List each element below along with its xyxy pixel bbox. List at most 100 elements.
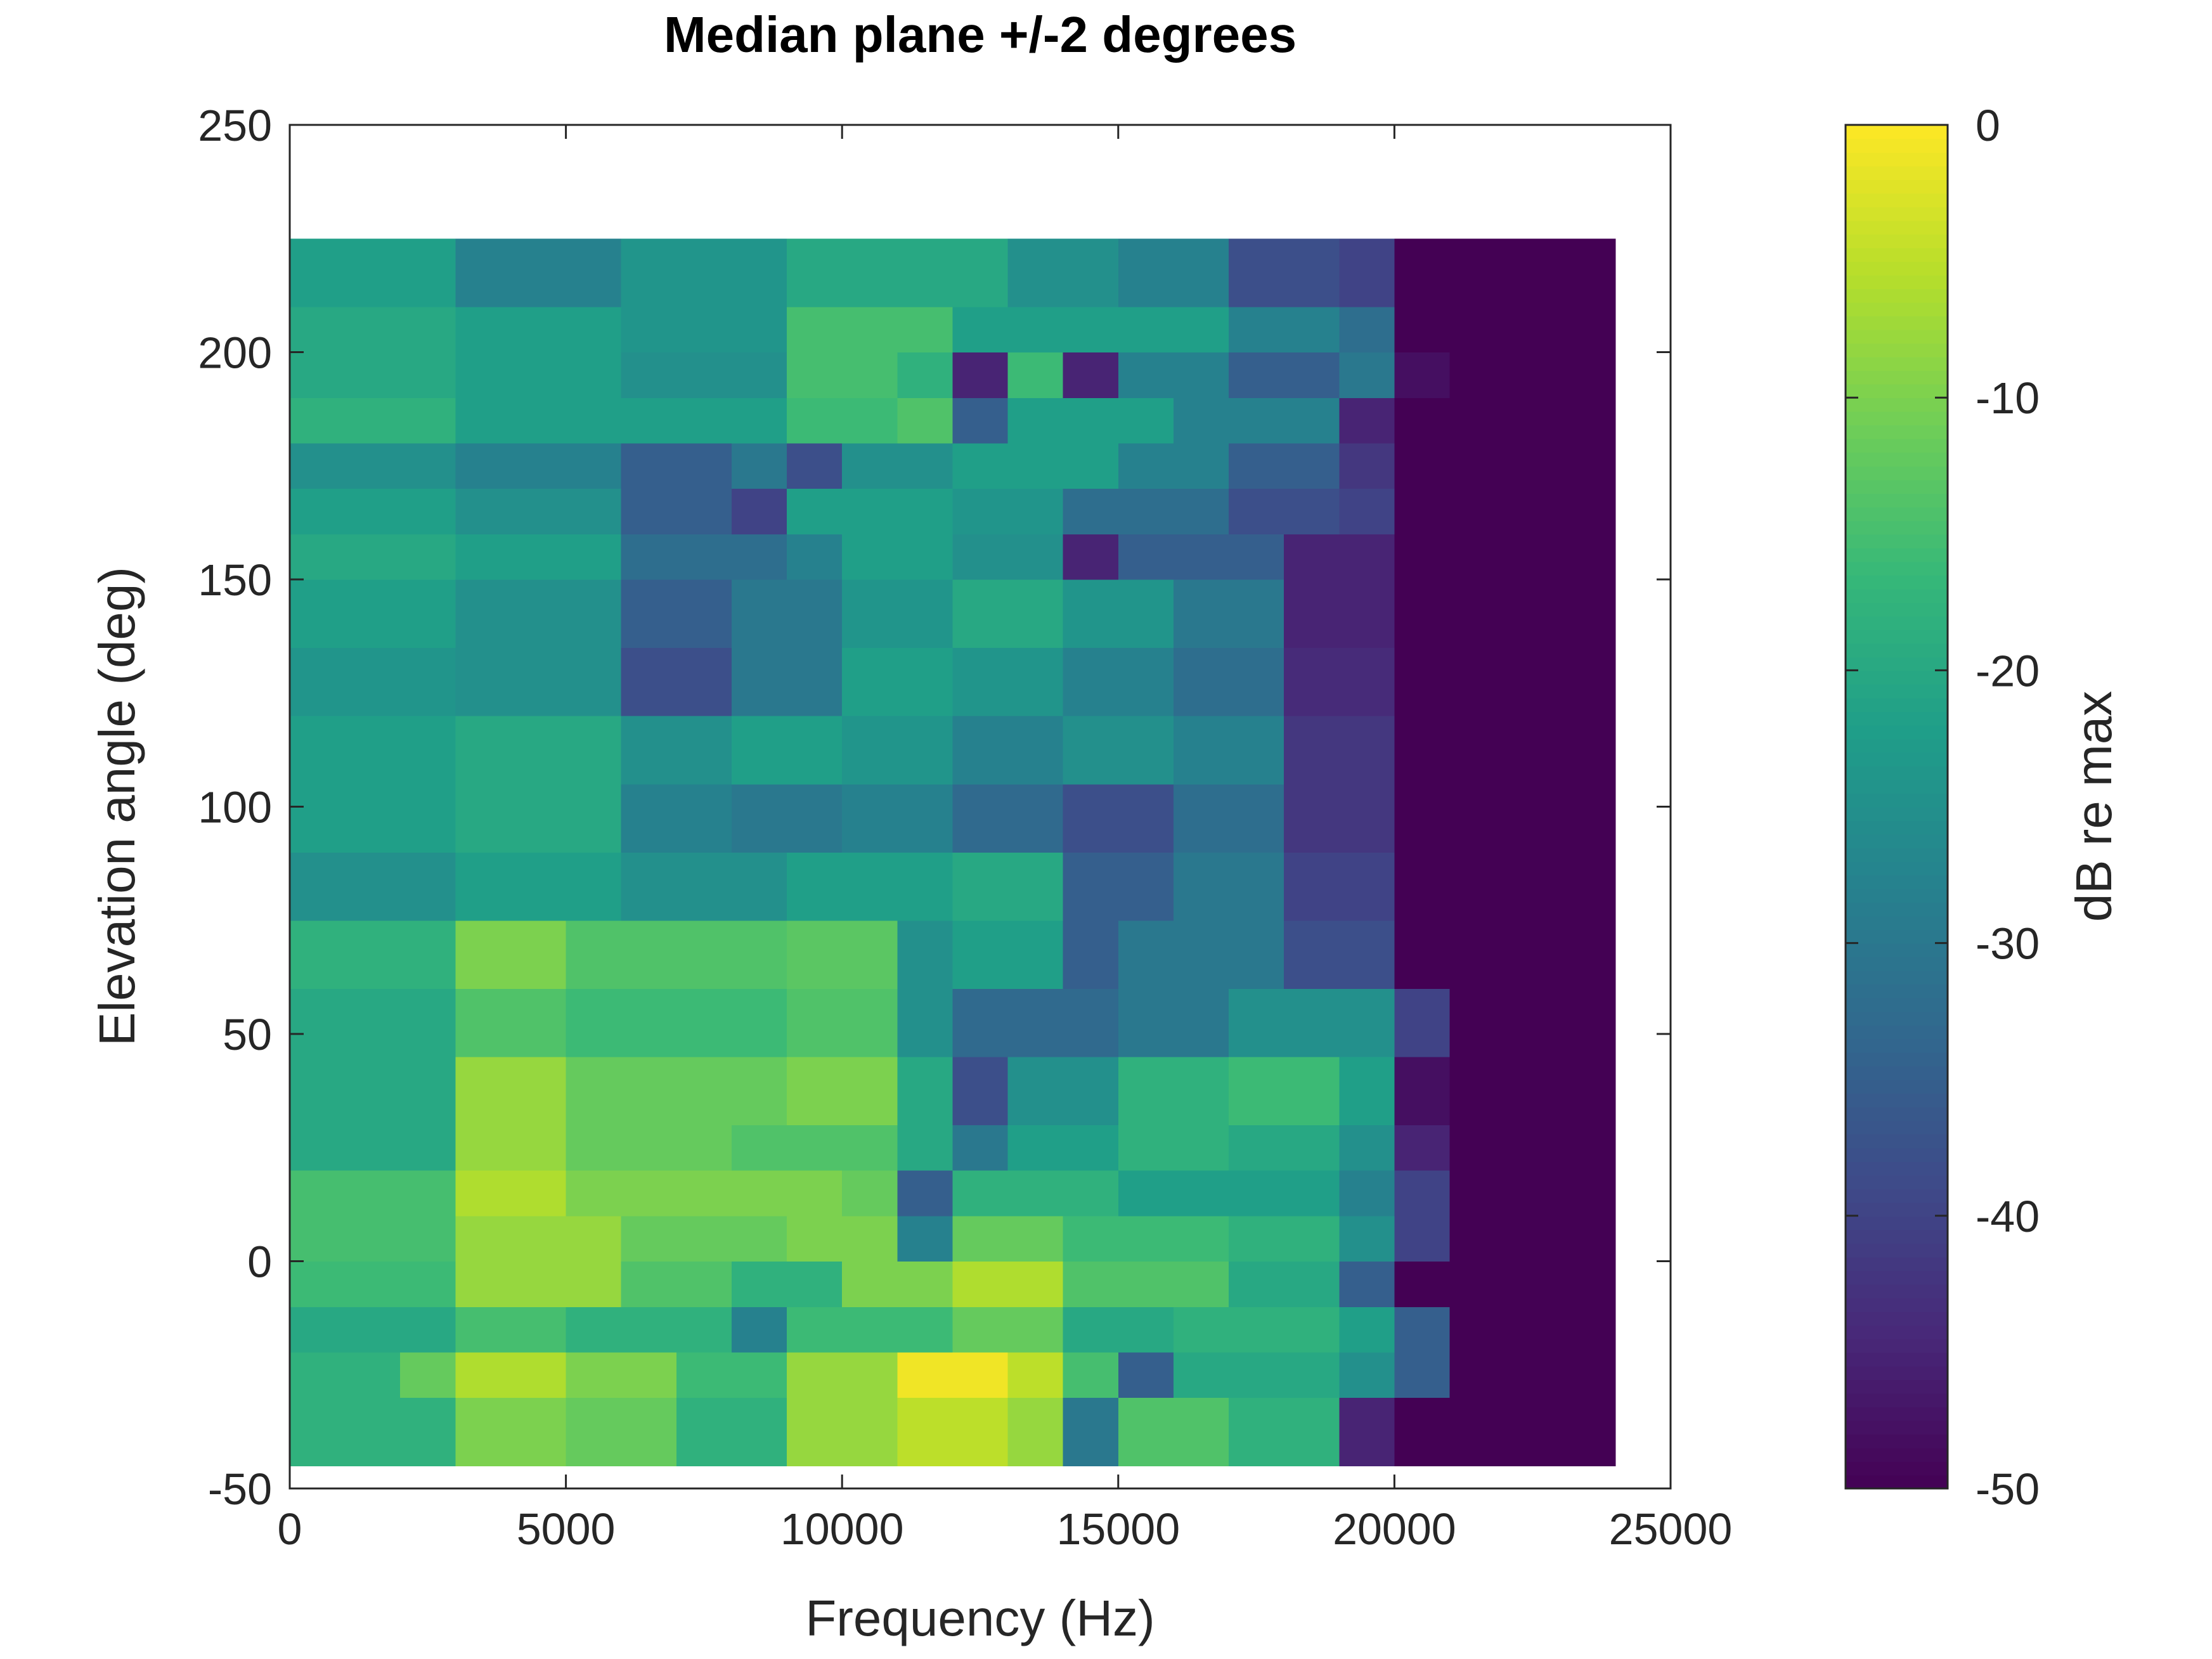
heatmap-cell — [897, 1397, 954, 1466]
heatmap-cell — [1560, 352, 1616, 398]
heatmap-cell — [1229, 352, 1284, 398]
heatmap-cell — [290, 988, 346, 1057]
heatmap-cell — [1339, 988, 1395, 1057]
colorbar-strip — [1846, 875, 1948, 889]
heatmap-cell — [897, 852, 954, 921]
heatmap-cell — [1173, 534, 1229, 580]
heatmap-cell — [510, 442, 567, 489]
heatmap-cell — [731, 1170, 787, 1217]
heatmap-cell — [1449, 488, 1506, 534]
colorbar-strip — [1846, 547, 1948, 562]
heatmap-cell — [1063, 716, 1119, 785]
heatmap-cell — [787, 579, 843, 649]
colorbar-strip — [1846, 343, 1948, 358]
heatmap-cell — [1063, 1352, 1119, 1398]
heatmap-cell — [731, 1056, 787, 1125]
heatmap-cell — [1394, 397, 1451, 444]
heatmap-cell — [1394, 352, 1451, 398]
heatmap-cell — [1284, 534, 1340, 580]
heatmap-cell — [566, 306, 622, 353]
heatmap-cell — [1063, 1397, 1119, 1466]
heatmap-cell — [455, 488, 512, 534]
colorbar-strip — [1846, 902, 1948, 917]
heatmap-cell — [290, 852, 346, 921]
heatmap-cell — [1007, 1170, 1064, 1217]
heatmap-cell — [400, 647, 456, 716]
heatmap-cell — [1173, 488, 1229, 534]
heatmap-cell — [1173, 1307, 1229, 1353]
heatmap-cell — [1007, 352, 1064, 398]
colorbar-strip — [1846, 1393, 1948, 1407]
colorbar-strip — [1846, 806, 1948, 822]
heatmap-cell — [676, 442, 732, 489]
colorbar-strip — [1846, 1147, 1948, 1162]
heatmap-cell — [1173, 852, 1229, 921]
heatmap-cell — [1560, 397, 1616, 444]
heatmap-cell — [455, 1352, 512, 1398]
heatmap-cell — [1118, 488, 1174, 534]
heatmap-cell — [345, 488, 401, 534]
colorbar-strip — [1846, 1243, 1948, 1258]
colorbar-strip — [1846, 915, 1948, 931]
heatmap-cell — [621, 1352, 677, 1398]
colorbar-strip — [1846, 888, 1948, 903]
colorbar-strip — [1846, 602, 1948, 617]
heatmap-cell — [621, 238, 677, 307]
heatmap-cell — [676, 488, 732, 534]
heatmap-cell — [1560, 1397, 1616, 1466]
heatmap-cell — [1118, 784, 1174, 853]
colorbar-strip — [1846, 752, 1948, 766]
heatmap-cell — [566, 352, 622, 398]
heatmap-cell — [1560, 1215, 1616, 1262]
heatmap-cell — [1394, 442, 1451, 489]
heatmap-cell — [510, 1352, 567, 1398]
heatmap-cell — [1118, 852, 1174, 921]
heatmap-cell — [731, 716, 787, 785]
colorbar-tick-label: -30 — [1976, 919, 2040, 969]
heatmap-cell — [1063, 1056, 1119, 1125]
x-tick-label: 0 — [278, 1504, 302, 1554]
x-tick-label: 20000 — [1333, 1504, 1456, 1554]
heatmap-cell — [842, 920, 898, 989]
heatmap-cell — [1007, 647, 1064, 716]
chart-title: Median plane +/-2 degrees — [664, 6, 1297, 63]
heatmap-cell — [1118, 1170, 1174, 1217]
heatmap-cell — [1063, 1215, 1119, 1262]
colorbar-tick-label: 0 — [1976, 101, 2000, 150]
heatmap-cell — [676, 352, 732, 398]
heatmap-cell — [1007, 534, 1064, 580]
heatmap-cell — [621, 579, 677, 649]
heatmap-cell — [1173, 1352, 1229, 1398]
heatmap-cell — [1284, 352, 1340, 398]
heatmap-cell — [1560, 784, 1616, 853]
heatmap-cell — [1007, 488, 1064, 534]
heatmap-cell — [1449, 1215, 1506, 1262]
heatmap-cell — [1173, 1261, 1229, 1307]
heatmap-cell — [842, 534, 898, 580]
heatmap-cell — [510, 1261, 567, 1307]
heatmap-cell — [345, 716, 401, 785]
heatmap-cell — [290, 238, 346, 307]
heatmap-cell — [1504, 1125, 1561, 1171]
heatmap-cell — [1284, 238, 1340, 307]
heatmap-cell — [787, 1352, 843, 1398]
colorbar-strip — [1846, 1338, 1948, 1353]
heatmap-cell — [1284, 784, 1340, 853]
heatmap-cell — [787, 306, 843, 353]
heatmap-cell — [1063, 988, 1119, 1057]
colorbar-strip — [1846, 534, 1948, 548]
heatmap-cell — [842, 1125, 898, 1171]
heatmap-cell — [1394, 1125, 1451, 1171]
heatmap-cell — [676, 1307, 732, 1353]
heatmap-cell — [345, 1307, 401, 1353]
heatmap-cell — [1118, 306, 1174, 353]
heatmap-cell — [731, 647, 787, 716]
heatmap-cell — [952, 579, 1009, 649]
heatmap-cell — [1560, 488, 1616, 534]
heatmap-cell — [1007, 920, 1064, 989]
heatmap-cell — [842, 1397, 898, 1466]
y-tick-label: -50 — [208, 1464, 272, 1514]
colorbar-strip — [1846, 1433, 1948, 1449]
heatmap-cell — [1118, 1307, 1174, 1353]
heatmap-cell — [1118, 1397, 1174, 1466]
